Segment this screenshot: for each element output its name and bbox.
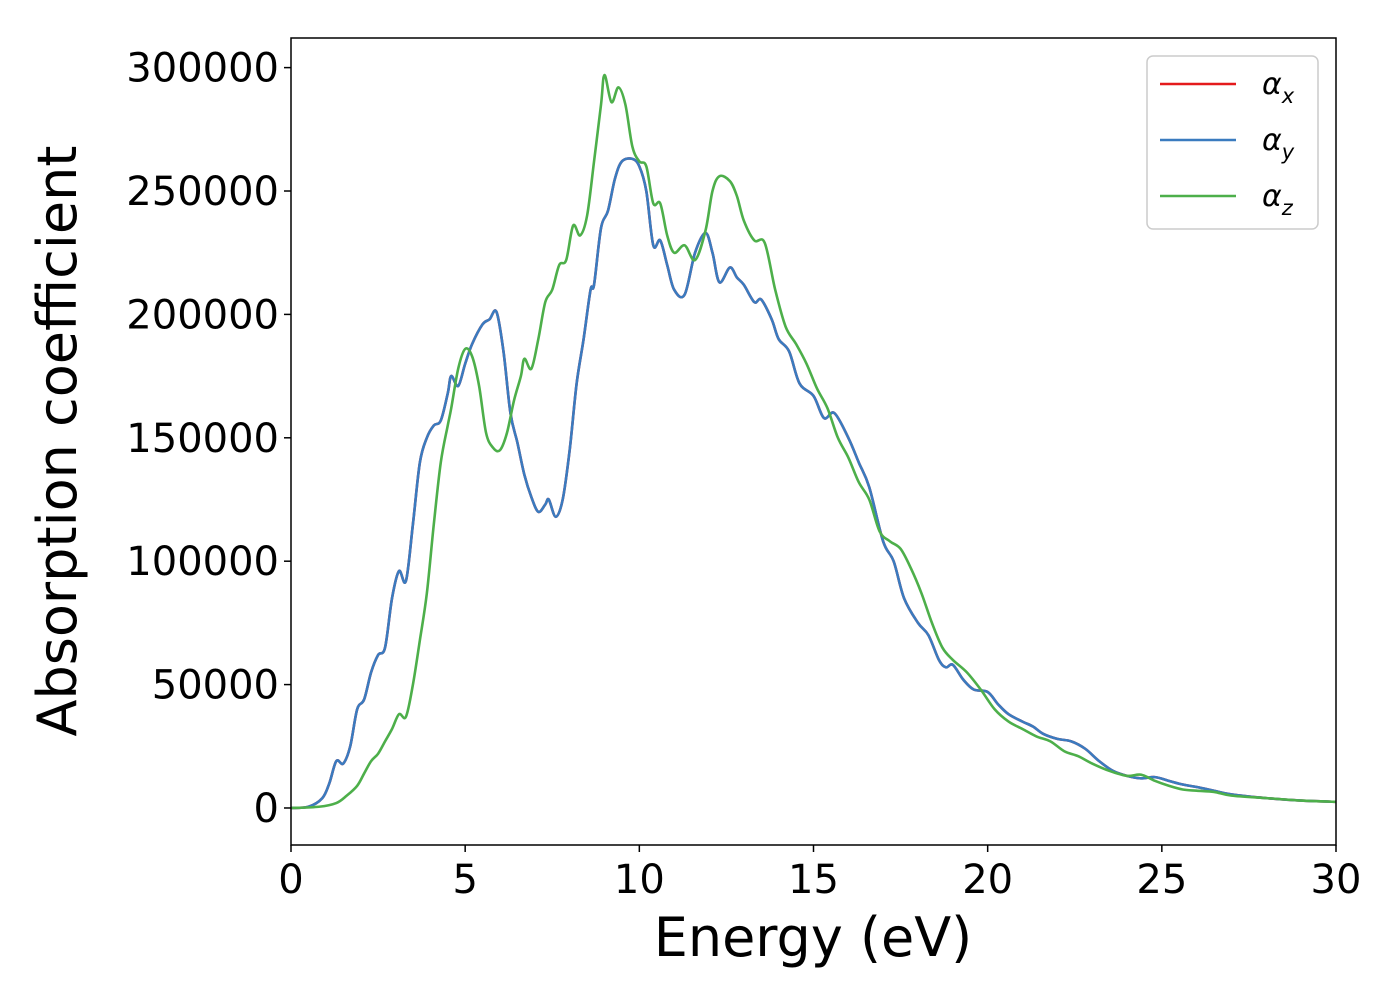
- legend-label-z: αz: [1262, 179, 1294, 220]
- y-tick-label: 200000: [126, 292, 279, 338]
- legend-symbol: α: [1262, 123, 1282, 158]
- legend-symbol: α: [1262, 67, 1282, 102]
- y-tick-label: 100000: [126, 539, 279, 585]
- x-tick-label: 0: [278, 857, 303, 903]
- series-line-z: [291, 73, 1336, 810]
- legend-label-y: αy: [1262, 123, 1295, 164]
- y-tick-label: 250000: [126, 169, 279, 215]
- legend-label-x: αx: [1262, 67, 1295, 108]
- y-tick-label: 300000: [126, 46, 279, 92]
- x-tick-label: 10: [614, 857, 665, 903]
- x-tick-label: 15: [788, 857, 839, 903]
- series-line-y: [291, 157, 1336, 810]
- y-tick-label: 50000: [152, 663, 279, 709]
- x-tick-label: 25: [1136, 857, 1187, 903]
- x-tick-label: 30: [1311, 857, 1362, 903]
- x-axis: 0 5 10 15 20 25 30: [278, 845, 1361, 903]
- x-tick-label: 20: [962, 857, 1013, 903]
- legend-symbol: α: [1262, 179, 1282, 214]
- y-axis: 0 50000 100000 150000 200000 250000 300000: [126, 46, 291, 832]
- series-line-x: [291, 157, 1336, 810]
- x-axis-label: Energy (eV): [654, 906, 973, 969]
- x-tick-label: 5: [452, 857, 477, 903]
- y-axis-label: Absorption coefficient: [26, 146, 89, 737]
- legend-subscript: z: [1281, 196, 1294, 220]
- y-tick-label: 150000: [126, 416, 279, 462]
- legend-subscript: y: [1281, 140, 1295, 164]
- legend-box: [1146, 55, 1319, 230]
- y-tick-label: 0: [254, 786, 279, 832]
- legend-subscript: x: [1281, 84, 1295, 108]
